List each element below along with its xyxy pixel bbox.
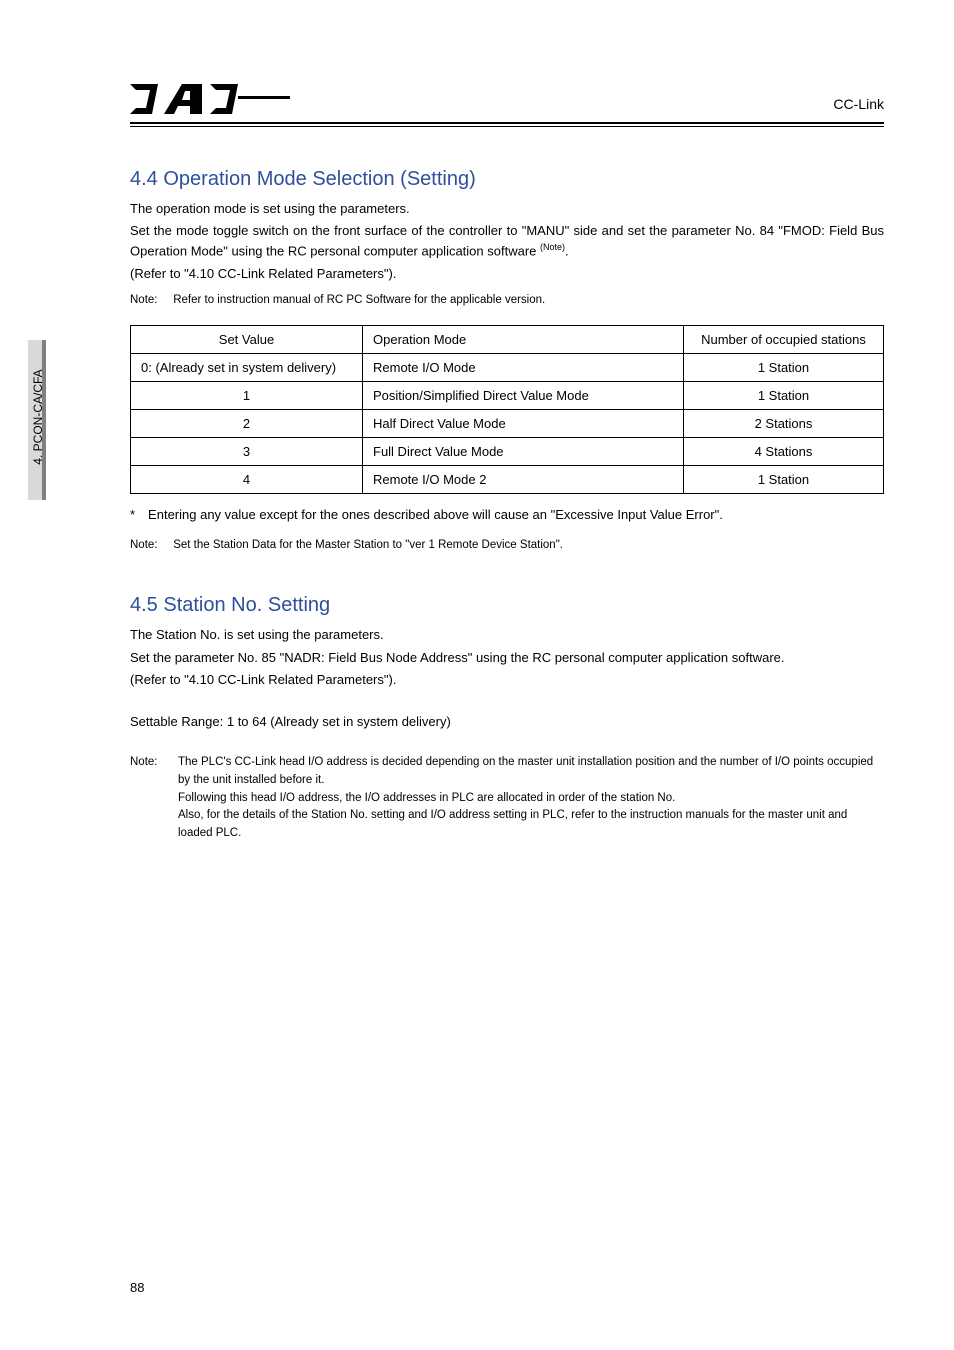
s45-note-body2: Following this head I/O address, the I/O… (178, 790, 884, 808)
side-tab: 4. PCON-CA/CFA (28, 340, 46, 500)
table-row: 3 Full Direct Value Mode 4 Stations (131, 438, 884, 466)
td-num: 2 Stations (684, 410, 884, 438)
table-row: 0: (Already set in system delivery) Remo… (131, 354, 884, 382)
s45-note: Note: The PLC's CC-Link head I/O address… (130, 754, 884, 843)
table-header-row: Set Value Operation Mode Number of occup… (131, 326, 884, 354)
td-num: 1 Station (684, 466, 884, 494)
td-set: 1 (131, 382, 363, 410)
page-header: CC-Link (130, 84, 884, 127)
section-4-4-title: 4.4 Operation Mode Selection (Setting) (130, 168, 884, 191)
s45-note-body1: The PLC's CC-Link head I/O address is de… (178, 754, 884, 790)
th-set-value: Set Value (131, 326, 363, 354)
s45-p4: Settable Range: 1 to 64 (Already set in … (130, 712, 884, 732)
table-row: 1 Position/Simplified Direct Value Mode … (131, 382, 884, 410)
iai-logo (130, 84, 290, 118)
s44-note2-body: Set the Station Data for the Master Stat… (173, 539, 563, 551)
operation-mode-table: Set Value Operation Mode Number of occup… (130, 325, 884, 494)
td-set: 0: (Already set in system delivery) (131, 354, 363, 382)
s44-p1: The operation mode is set using the para… (130, 199, 884, 219)
s44-note1-label: Note: (130, 292, 170, 309)
s44-p2a: Set the mode toggle switch on the front … (130, 223, 884, 258)
s45-p2: Set the parameter No. 85 "NADR: Field Bu… (130, 648, 884, 668)
td-set: 4 (131, 466, 363, 494)
th-operation-mode: Operation Mode (363, 326, 684, 354)
td-num: 4 Stations (684, 438, 884, 466)
td-op: Position/Simplified Direct Value Mode (363, 382, 684, 410)
s45-p3: (Refer to "4.10 CC-Link Related Paramete… (130, 670, 884, 690)
s44-note2: Note: Set the Station Data for the Maste… (130, 537, 884, 554)
s44-note1: Note: Refer to instruction manual of RC … (130, 292, 884, 309)
td-num: 1 Station (684, 382, 884, 410)
s44-note2-label: Note: (130, 537, 170, 554)
table-row: 4 Remote I/O Mode 2 1 Station (131, 466, 884, 494)
td-set: 2 (131, 410, 363, 438)
td-set: 3 (131, 438, 363, 466)
td-num: 1 Station (684, 354, 884, 382)
header-cclink-label: CC-Link (833, 96, 884, 118)
page-number: 88 (130, 1280, 144, 1295)
s45-note-label: Note: (130, 754, 178, 843)
s44-footnote: * Entering any value except for the ones… (130, 504, 884, 523)
td-op: Remote I/O Mode 2 (363, 466, 684, 494)
s44-note1-body: Refer to instruction manual of RC PC Sof… (173, 294, 545, 306)
s45-note-body3: Also, for the details of the Station No.… (178, 807, 884, 843)
td-op: Remote I/O Mode (363, 354, 684, 382)
s44-p2b: . (565, 244, 569, 259)
side-tab-label: 4. PCON-CA/CFA (31, 347, 45, 487)
table-row: 2 Half Direct Value Mode 2 Stations (131, 410, 884, 438)
td-op: Full Direct Value Mode (363, 438, 684, 466)
td-op: Half Direct Value Mode (363, 410, 684, 438)
th-num-stations: Number of occupied stations (684, 326, 884, 354)
section-4-5-title: 4.5 Station No. Setting (130, 594, 884, 617)
s44-p2-sup: (Note) (540, 242, 565, 252)
s44-p2: Set the mode toggle switch on the front … (130, 221, 884, 262)
s44-p3: (Refer to "4.10 CC-Link Related Paramete… (130, 264, 884, 284)
s45-p1: The Station No. is set using the paramet… (130, 625, 884, 645)
